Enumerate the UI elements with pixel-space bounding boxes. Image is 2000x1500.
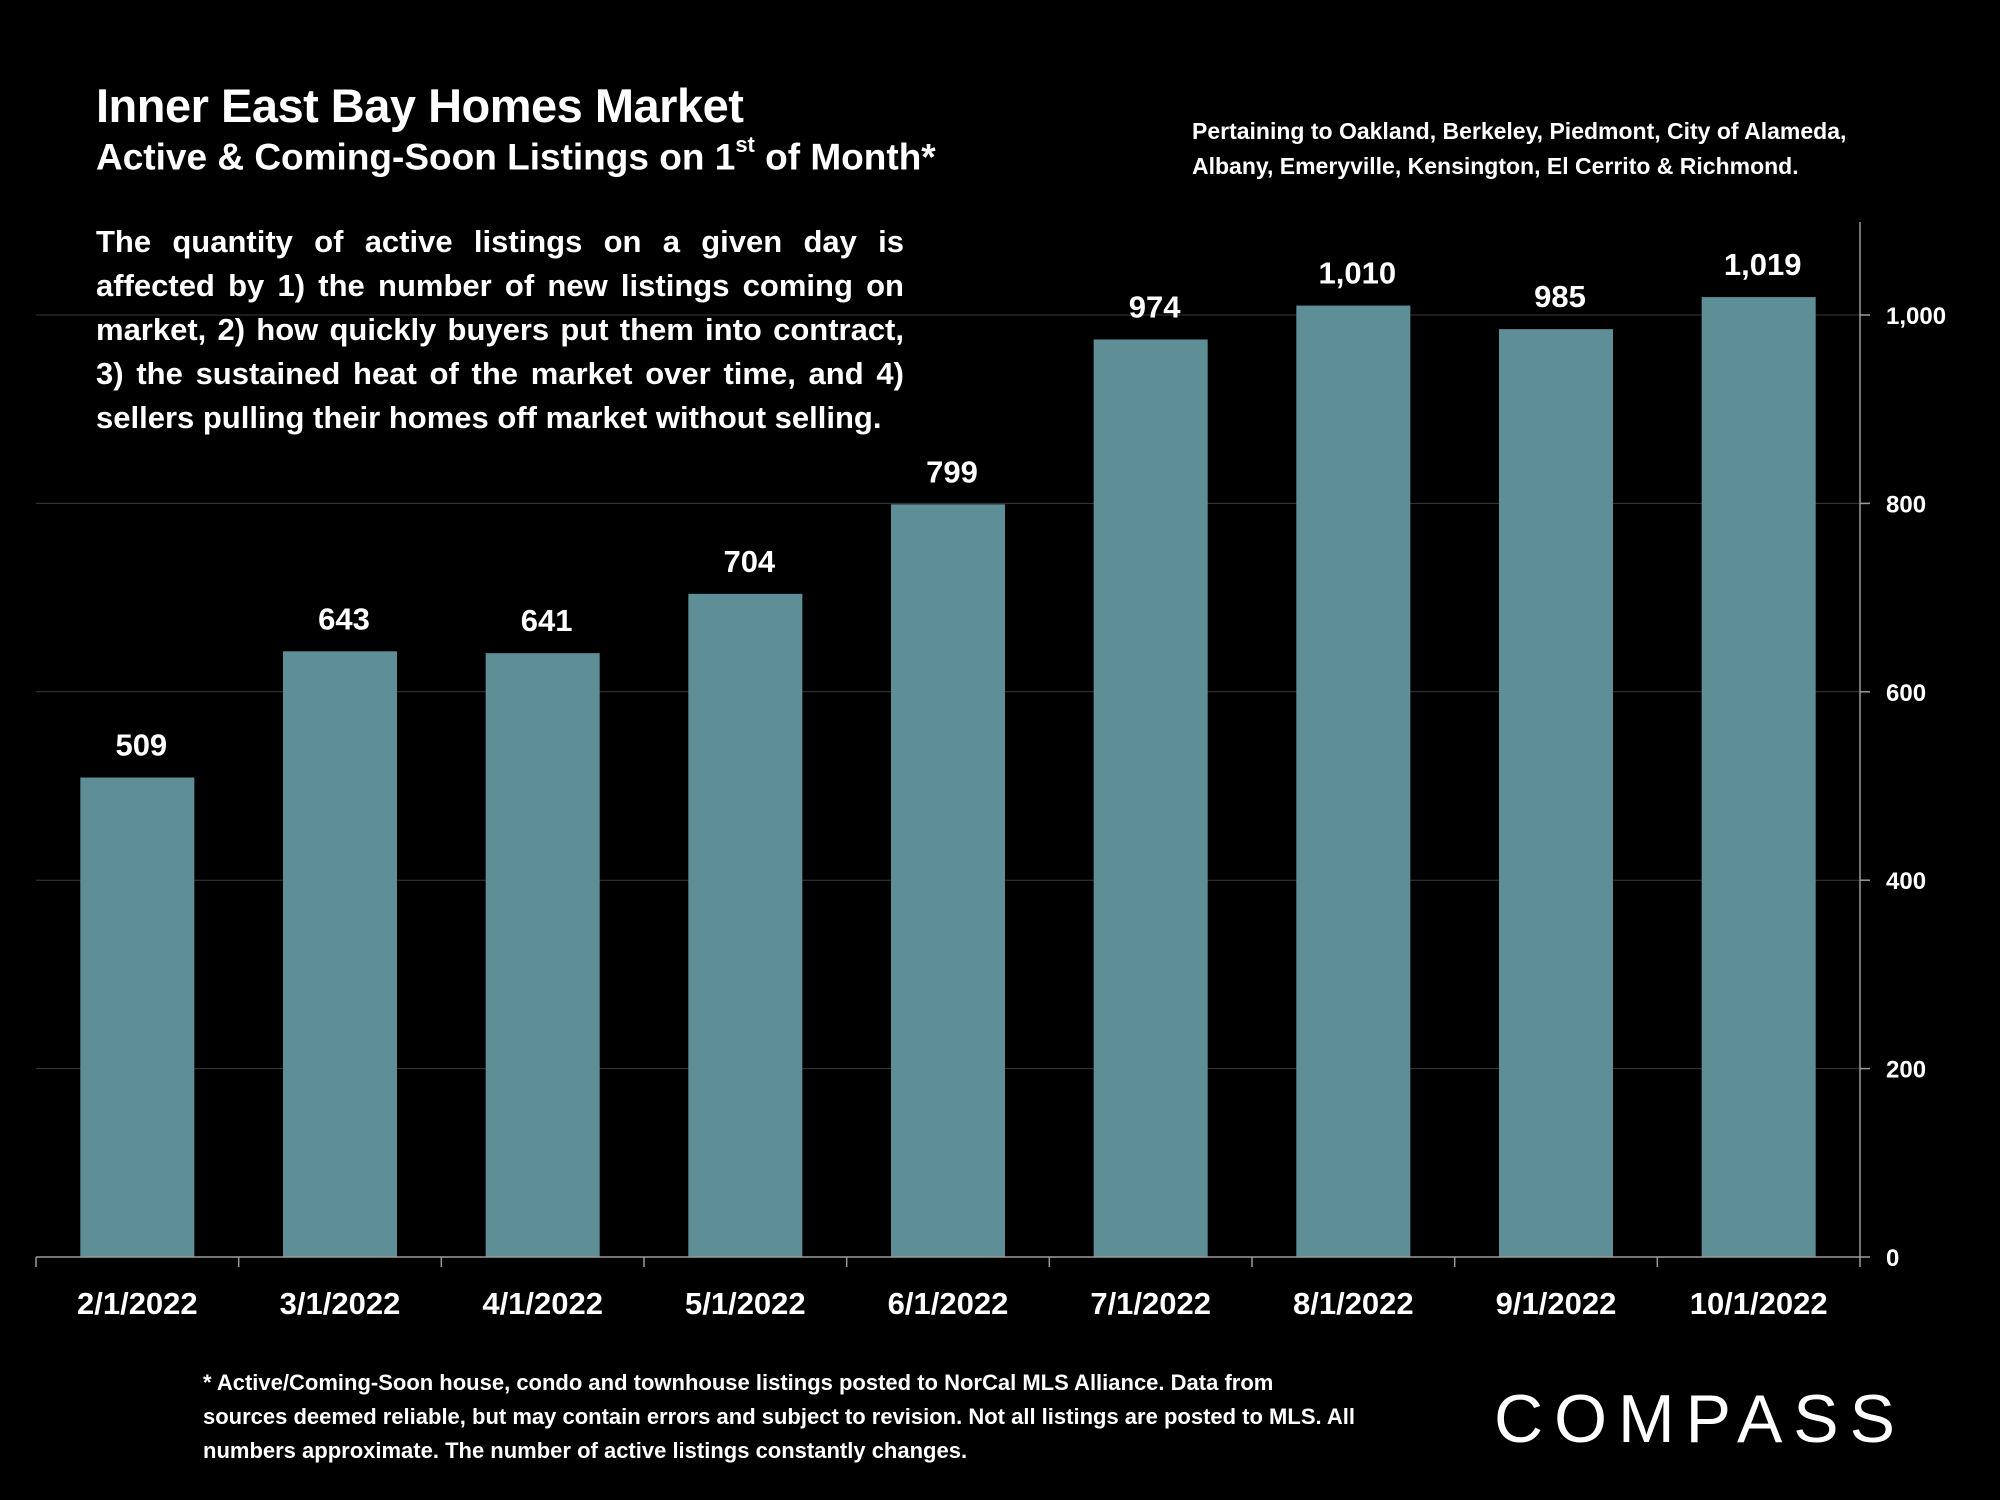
y-tick-label: 200	[1886, 1057, 1926, 1084]
bar	[891, 504, 1005, 1257]
bar-value-label: 1,019	[1724, 247, 1802, 282]
x-tick-label: 5/1/2022	[685, 1286, 806, 1321]
y-tick-label: 800	[1886, 491, 1926, 518]
bar-value-label: 643	[318, 601, 370, 636]
bar-value-label: 509	[115, 728, 167, 763]
bar-value-label: 985	[1534, 279, 1586, 314]
bar-value-label: 1,010	[1319, 256, 1397, 291]
area-note: Pertaining to Oakland, Berkeley, Piedmon…	[1192, 118, 1847, 179]
x-tick-label: 10/1/2022	[1690, 1286, 1828, 1321]
bar	[688, 593, 803, 1257]
chart-title: Inner East Bay Homes Market	[96, 79, 744, 132]
y-tick-label: 1,000	[1886, 303, 1946, 330]
compass-logo: COMPASS	[1494, 1381, 1907, 1457]
bar	[80, 777, 195, 1257]
bar	[1499, 329, 1613, 1257]
bar-value-label: 799	[926, 454, 978, 489]
bar	[1296, 305, 1411, 1258]
x-tick-label: 4/1/2022	[482, 1286, 603, 1321]
bar	[283, 651, 397, 1257]
bar-value-label: 974	[1129, 289, 1181, 324]
chart-description: The quantity of active listings on a giv…	[96, 224, 904, 435]
bar-value-label: 704	[723, 544, 775, 579]
bars: 509 643 641 704 799 974 1,010 985 1,019	[80, 247, 1816, 1258]
chart-subtitle: Active & Coming-Soon Listings on 1st of …	[96, 132, 936, 178]
bar	[1093, 339, 1208, 1257]
x-tick-label: 9/1/2022	[1496, 1286, 1617, 1321]
y-tick-label: 600	[1886, 680, 1926, 707]
x-tick-label: 2/1/2022	[77, 1286, 198, 1321]
axes: 0 200 400 600 800 1,000 2/1/2022 3/1/2022 4/1/20…	[35, 222, 1946, 1321]
bar	[485, 653, 600, 1257]
bar-value-label: 641	[521, 603, 573, 638]
x-tick-label: 3/1/2022	[280, 1286, 401, 1321]
y-tick-label: 0	[1886, 1245, 1899, 1272]
y-tick-label: 400	[1886, 868, 1926, 895]
x-tick-label: 8/1/2022	[1293, 1286, 1414, 1321]
x-tick-label: 7/1/2022	[1090, 1286, 1211, 1321]
x-tick-label: 6/1/2022	[888, 1286, 1009, 1321]
footnote: * Active/Coming-Soon house, condo and to…	[203, 1370, 1356, 1463]
bar	[1701, 297, 1816, 1257]
